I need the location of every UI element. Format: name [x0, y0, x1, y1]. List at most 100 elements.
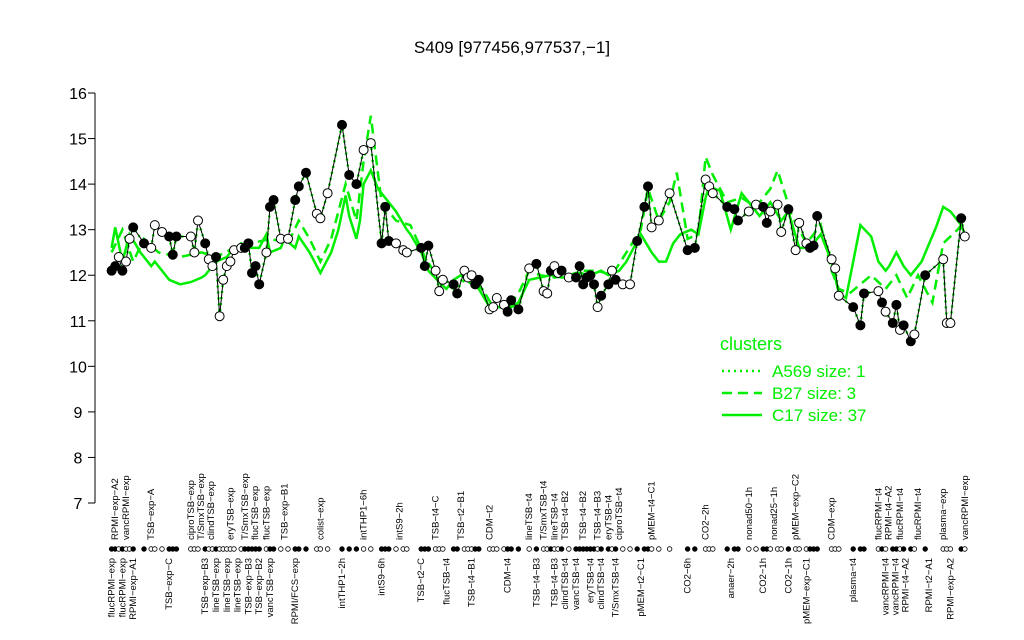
data-point	[880, 306, 891, 317]
x-label-bottom: eryTSB−t4	[585, 558, 596, 603]
x-label-top: flucTSB−exp	[261, 486, 272, 540]
rug-mark	[404, 546, 410, 552]
y-tick-label: 7	[74, 496, 83, 513]
x-label-top: colist−exp	[315, 497, 326, 540]
data-point	[729, 204, 740, 215]
rug-mark	[278, 546, 284, 552]
data-point	[887, 318, 898, 329]
x-label-bottom: T/SmxTSB−t4	[611, 558, 622, 617]
rug-mark	[735, 546, 741, 552]
x-label-bottom: CO2−6h	[683, 558, 694, 594]
data-point	[542, 288, 553, 299]
cluster-lines	[110, 115, 967, 345]
rug-mark	[231, 546, 237, 552]
rug-mark	[796, 546, 802, 552]
rug-mark	[566, 546, 572, 552]
x-label-top: ciproTSB−exp	[186, 480, 197, 540]
x-label-top: pMEM−exp−C2	[791, 474, 802, 540]
data-point	[607, 265, 617, 276]
data-point	[283, 233, 293, 244]
sample-rug	[108, 546, 968, 552]
rug-mark	[911, 546, 918, 552]
y-tick-label: 13	[69, 223, 87, 240]
rug-mark	[296, 546, 302, 552]
data-point	[491, 293, 502, 303]
rug-mark	[861, 546, 867, 552]
data-point	[301, 167, 311, 178]
y-tick-label: 16	[69, 86, 87, 103]
x-label-bottom: intS9−6h	[377, 558, 388, 596]
x-label-top: TSB−t4−B2	[560, 491, 571, 540]
y-tick-label: 9	[74, 405, 83, 422]
data-point	[365, 138, 376, 149]
data-point	[344, 170, 355, 180]
data-point	[733, 215, 743, 226]
data-point	[625, 279, 635, 290]
rug-mark	[141, 546, 147, 552]
data-point	[113, 252, 124, 262]
rug-mark	[494, 546, 500, 552]
x-label-top: pMEM−t4−C1	[647, 481, 658, 540]
data-point	[556, 265, 567, 276]
series-line-dotted	[110, 124, 967, 345]
x-label-top: intTHP1−6h	[359, 490, 370, 540]
data-point	[167, 249, 178, 260]
x-label-bottom: lineTSB−exp	[211, 558, 222, 612]
x-label-bottom: RPMI/FCS−exp	[290, 558, 301, 624]
data-point	[315, 213, 326, 224]
rug-mark	[612, 546, 619, 552]
data-point	[653, 215, 664, 226]
data-point	[391, 238, 401, 249]
rug-mark	[947, 546, 954, 552]
rug-mark	[836, 546, 842, 552]
legend-title: clusters	[720, 334, 782, 354]
x-label-bottom: TSB−t2−C	[416, 558, 427, 602]
x-label-bottom: vancTSB−exp	[265, 558, 276, 617]
x-label-top: plasma−exp	[938, 489, 949, 541]
x-label-top: eryTSB−t4	[603, 495, 614, 540]
data-point	[423, 240, 434, 251]
data-point	[758, 201, 769, 212]
x-label-top: intS9−2h	[395, 502, 406, 540]
data-point	[920, 270, 931, 281]
rug-mark	[962, 546, 968, 552]
data-point	[877, 297, 887, 308]
rug-mark	[882, 546, 889, 552]
data-point	[124, 233, 135, 244]
rug-mark	[785, 546, 792, 552]
data-point	[776, 226, 787, 237]
rug-mark	[152, 546, 158, 552]
data-point	[790, 245, 801, 256]
x-label-top: nonad25−1h	[769, 487, 780, 540]
data-point	[909, 329, 920, 340]
data-point	[585, 270, 596, 281]
rug-mark	[324, 546, 331, 552]
x-label-top: T/SmxTSB−exp	[196, 473, 207, 540]
legend-entry: B27 size: 3	[772, 384, 856, 403]
rug-mark	[533, 546, 540, 552]
data-point	[833, 290, 844, 301]
data-point	[707, 188, 718, 199]
data-point	[337, 119, 347, 130]
x-label-top: RPMI−exp−A2	[110, 478, 121, 540]
data-point	[254, 279, 265, 290]
rug-mark	[159, 546, 165, 552]
x-label-top: flucTSB−exp	[250, 486, 261, 540]
rug-mark	[767, 546, 774, 552]
x-label-bottom: TSB−t4−B1	[467, 558, 478, 607]
data-point	[434, 286, 445, 297]
data-point	[268, 195, 279, 206]
rug-mark	[285, 546, 291, 552]
x-label-top: T/SmxTSB−t4	[539, 481, 550, 540]
data-point	[322, 188, 333, 199]
data-point	[574, 261, 585, 272]
x-label-top: flucRPMI−t4	[913, 488, 924, 540]
data-point	[646, 222, 657, 233]
rug-mark	[346, 546, 352, 552]
data-point	[743, 206, 754, 217]
data-point	[250, 261, 261, 272]
rug-mark	[353, 546, 360, 552]
legend: clusters A569 size: 1 B27 size: 3 C17 size…	[720, 334, 867, 425]
data-point	[794, 217, 805, 228]
